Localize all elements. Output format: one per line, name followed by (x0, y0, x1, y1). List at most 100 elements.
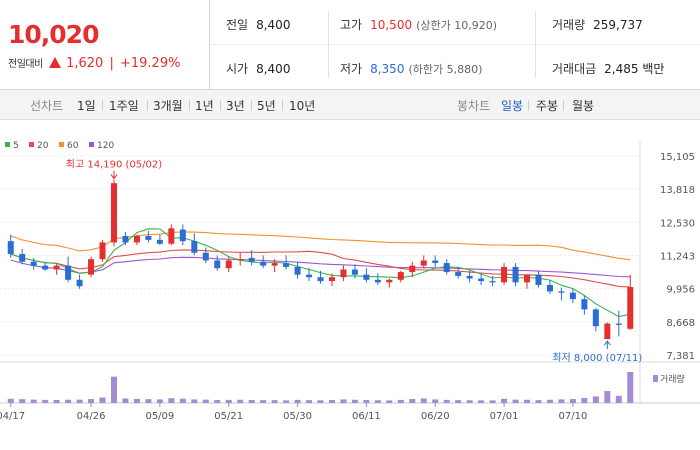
change-amount: 1,620 (66, 56, 104, 71)
toolbar-divider (282, 100, 283, 111)
volume-bar (145, 399, 152, 403)
candle-body (466, 275, 473, 279)
ma-line (10, 256, 631, 278)
volume-bar (340, 399, 347, 403)
candle-body (122, 235, 129, 243)
candle-body (615, 323, 622, 325)
volume-bar (592, 396, 599, 403)
legend-label: 60 (67, 141, 79, 151)
candle-chart-label: 봉차트 (457, 99, 491, 113)
stat-open: 시가 8,400 (226, 62, 291, 76)
volume-bar (569, 399, 576, 403)
volume-bar (409, 399, 416, 403)
volume-bar (168, 398, 175, 403)
candle-period-month[interactable]: 월봉 (572, 99, 595, 113)
volume-bar (351, 399, 358, 403)
candle-body (88, 259, 95, 275)
x-tick-label: 05/21 (214, 411, 243, 422)
candle-period-day[interactable]: 일봉 (501, 99, 524, 113)
candle-body (283, 263, 290, 267)
candle-body (99, 242, 106, 260)
chart-svg: 15,105 13,818 12,530 11,243 9,956 8,668 7,381 5… (0, 141, 700, 422)
volume-bar (294, 399, 301, 403)
volume-bar (512, 399, 519, 403)
volume-bar (191, 399, 198, 403)
line-period-5y[interactable]: 5년 (257, 99, 276, 113)
x-tick-label: 07/01 (490, 411, 519, 422)
x-tick-label: 06/20 (421, 411, 450, 422)
min-arrow-head-icon (603, 340, 611, 346)
line-period-3m[interactable]: 3개월 (153, 99, 183, 113)
volume-bar (328, 400, 335, 403)
volume-bar (443, 399, 450, 403)
max-arrow-head-icon (110, 174, 118, 180)
volume-bar (558, 399, 565, 403)
stat-prev-close: 전일 8,400 (226, 18, 291, 32)
volume-bar (581, 397, 588, 403)
line-period-3y[interactable]: 3년 (226, 99, 245, 113)
volume-bar (397, 399, 404, 403)
candle-body (546, 284, 553, 292)
candle-body (225, 260, 232, 269)
volume-bar (489, 400, 496, 403)
candle-body (524, 274, 531, 283)
toolbar-divider (563, 100, 564, 111)
candle-body (374, 279, 381, 283)
quote-header: 10,020 전일대비 1,620 | +19.29% 전일 8,400 고가 10… (0, 0, 700, 90)
price-change: 전일대비 1,620 | +19.29% (8, 55, 180, 71)
x-tick-label: 07/10 (558, 411, 587, 422)
x-tick-label: 05/30 (283, 411, 312, 422)
candle-body (214, 260, 221, 269)
max-price-annotation: 최고 14,190 (05/02) (66, 159, 162, 171)
volume-bar (386, 400, 393, 403)
volume-bar (19, 399, 26, 403)
volume-bar (455, 400, 462, 403)
candle-body (535, 274, 542, 285)
volume-bar (53, 400, 60, 403)
line-period-1w[interactable]: 1주일 (109, 99, 139, 113)
candle-body (386, 279, 393, 283)
line-period-1d[interactable]: 1일 (77, 99, 96, 113)
candle-body (202, 252, 209, 261)
candle-body (443, 263, 450, 273)
current-price: 10,020 (8, 20, 99, 49)
volume-bar (374, 400, 381, 403)
candle-period-week[interactable]: 주봉 (536, 99, 559, 113)
legend-label: 5 (13, 141, 19, 151)
candle-body (581, 299, 588, 310)
candle-body (248, 257, 255, 262)
candle-body (478, 278, 485, 282)
candle-body (558, 291, 565, 293)
volume-bar (627, 372, 634, 403)
stats-divider (535, 12, 536, 78)
candle-body (42, 265, 49, 270)
candle-body (328, 277, 335, 282)
up-arrow-icon (48, 57, 61, 68)
candle-body (53, 265, 60, 270)
legend-swatch (59, 142, 64, 147)
x-tick-label: 06/11 (352, 411, 381, 422)
volume-bar (30, 399, 37, 403)
change-percent: +19.29% (119, 56, 181, 71)
toolbar-divider (147, 100, 148, 111)
candle-body (260, 261, 267, 266)
x-tick-label: 05/09 (145, 411, 174, 422)
line-period-10y[interactable]: 10년 (289, 99, 316, 113)
candle-body (363, 274, 370, 280)
candle-body (191, 241, 198, 253)
volume-bar (122, 398, 129, 403)
candle-body (432, 260, 439, 264)
legend-swatch (29, 142, 34, 147)
candle-body (351, 269, 358, 275)
candle-body (592, 309, 599, 327)
candle-body (76, 279, 83, 287)
candle-body (271, 263, 278, 266)
volume-bar (271, 400, 278, 403)
volume-bar (306, 400, 313, 403)
candle-body (397, 272, 404, 280)
volume-bar (524, 399, 531, 403)
price-box: 10,020 전일대비 1,620 | +19.29% (0, 0, 210, 90)
candle-body (627, 287, 634, 329)
line-period-1y[interactable]: 1년 (195, 99, 214, 113)
volume-bar (237, 399, 244, 403)
